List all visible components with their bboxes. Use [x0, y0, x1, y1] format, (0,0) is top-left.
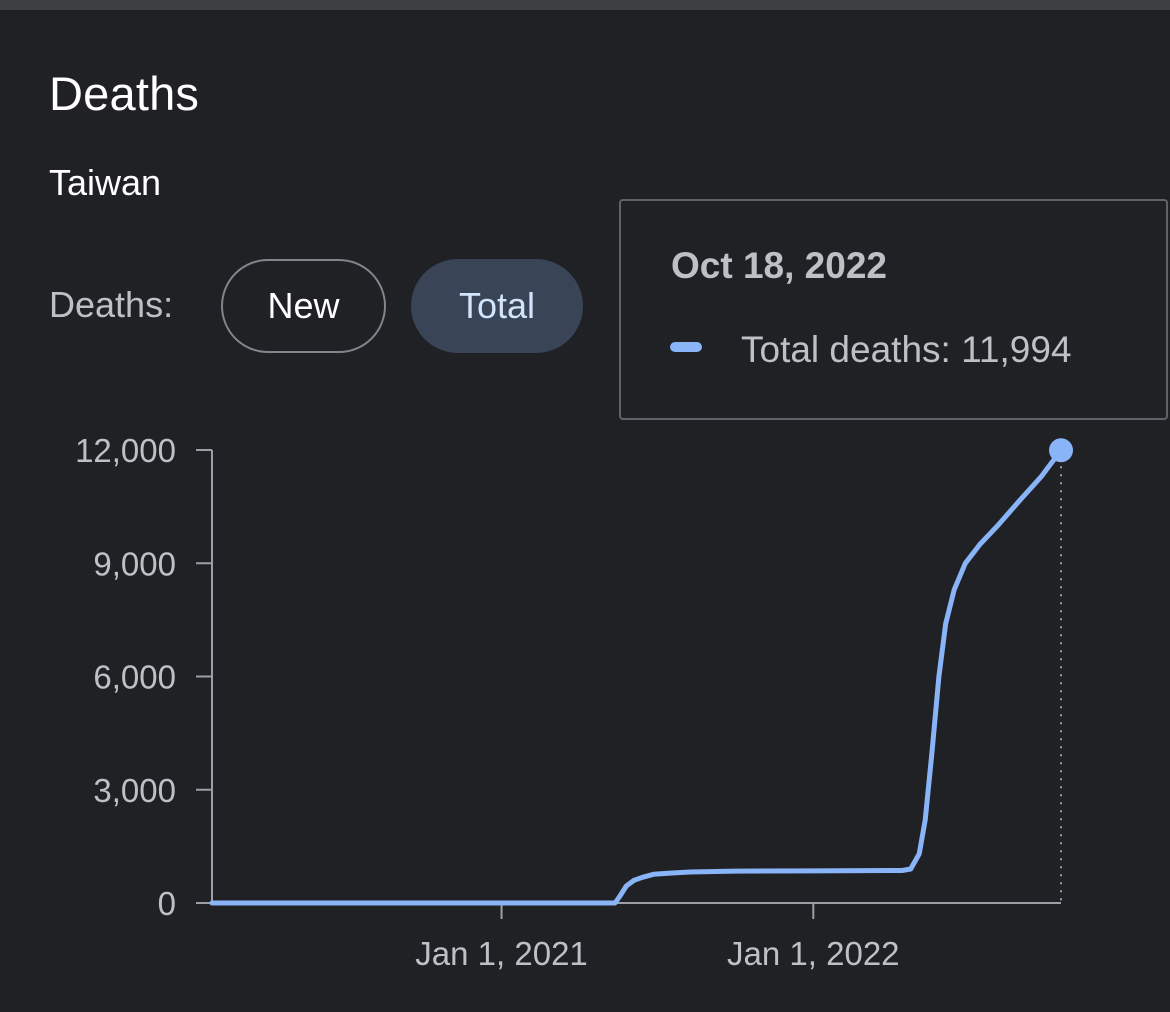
card-title: Deaths — [49, 67, 200, 120]
tooltip-value-row: Total deaths: 11,994 — [741, 329, 1072, 370]
total-deaths-line — [209, 447, 1064, 906]
data-tooltip: Oct 18, 2022 Total deaths: 11,994 — [619, 199, 1168, 420]
y-tick-label: 9,000 — [93, 545, 176, 582]
chart-series — [209, 438, 1073, 906]
y-tick-label: 12,000 — [75, 432, 176, 469]
chart-axes — [196, 449, 1061, 919]
x-tick-label: Jan 1, 2021 — [415, 935, 587, 972]
y-tick-label: 0 — [158, 885, 176, 922]
tooltip-value: 11,994 — [961, 329, 1072, 370]
new-deaths-button[interactable]: New — [221, 259, 386, 353]
hover-point-marker — [1049, 438, 1073, 463]
location-label: Taiwan — [49, 162, 162, 203]
y-tick-label: 6,000 — [93, 659, 176, 696]
series-color-swatch — [670, 342, 702, 352]
total-deaths-button[interactable]: Total — [411, 259, 583, 353]
top-bar — [0, 0, 1170, 10]
deaths-toggle-label: Deaths: — [49, 284, 174, 325]
x-tick-label: Jan 1, 2022 — [727, 935, 899, 972]
tooltip-date: Oct 18, 2022 — [671, 245, 887, 286]
y-tick-label: 3,000 — [93, 772, 176, 809]
tooltip-series-label: Total deaths — [741, 329, 941, 370]
chart-tick-labels: 0 3,000 6,000 9,000 12,000 Jan 1, 2021 Jan 1, … — [75, 432, 899, 972]
